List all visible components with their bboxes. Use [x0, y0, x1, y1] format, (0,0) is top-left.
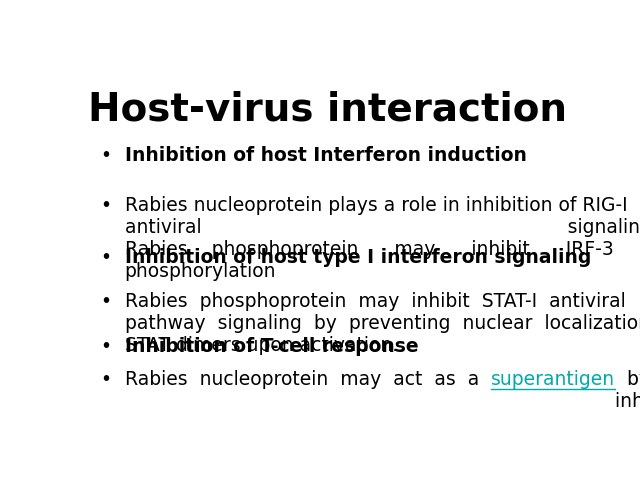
Text: Rabies  phosphoprotein  may  inhibit  STAT-I  antiviral
pathway  signaling  by  : Rabies phosphoprotein may inhibit STAT-I… — [125, 292, 640, 355]
Text: by
inhibiting Vbeta T-Cell repertoire: by inhibiting Vbeta T-Cell repertoire — [615, 370, 640, 411]
Text: •: • — [100, 370, 111, 389]
Text: Inhibition of host Interferon induction: Inhibition of host Interferon induction — [125, 146, 527, 165]
Text: •: • — [100, 292, 111, 312]
Text: superantigen: superantigen — [491, 370, 615, 389]
Text: •: • — [100, 248, 111, 267]
Text: Inhibition of host type I interferon signaling: Inhibition of host type I interferon sig… — [125, 248, 591, 267]
Text: Inhibition of T-cell response: Inhibition of T-cell response — [125, 336, 419, 356]
Text: •: • — [100, 336, 111, 356]
Text: Rabies  nucleoprotein  may  act  as  a: Rabies nucleoprotein may act as a — [125, 370, 491, 389]
Text: •: • — [100, 196, 111, 215]
Text: Rabies nucleoprotein plays a role in inhibition of RIG-I
antiviral              : Rabies nucleoprotein plays a role in inh… — [125, 196, 640, 281]
Text: •: • — [100, 146, 111, 165]
Text: Host-virus interaction: Host-virus interaction — [88, 91, 568, 129]
